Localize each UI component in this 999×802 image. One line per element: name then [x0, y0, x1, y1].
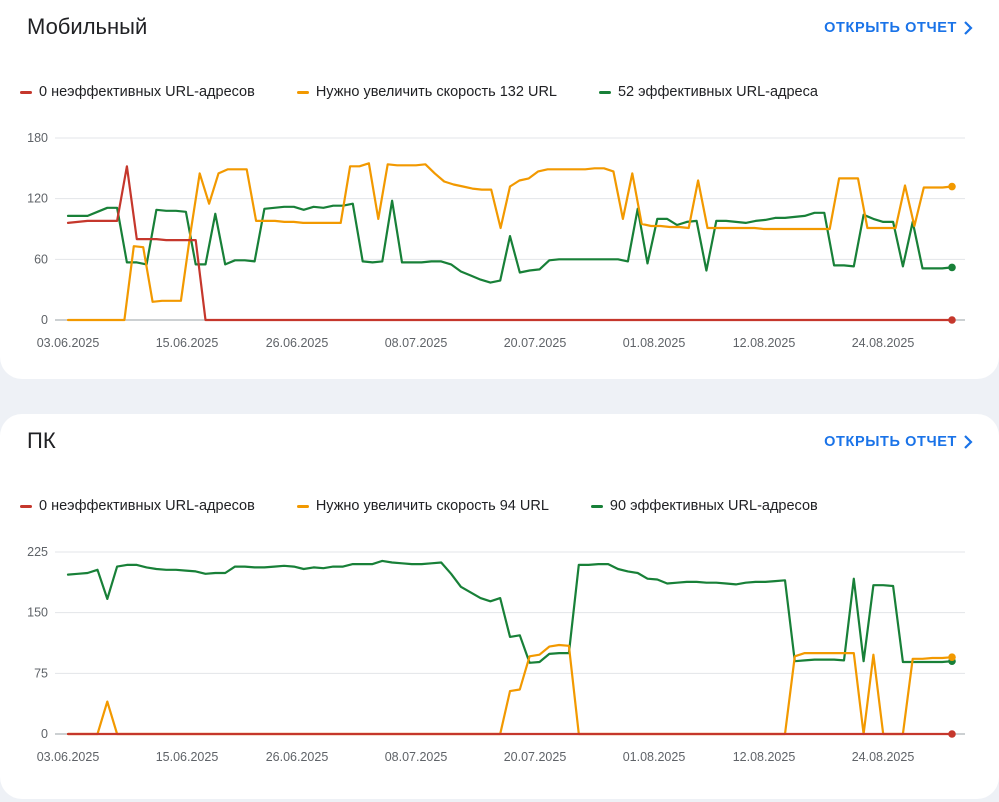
series-end-point[interactable]	[948, 263, 956, 272]
legend: 0 неэффективных URL-адресов Нужно увелич…	[20, 498, 860, 514]
x-tick-label: 24.08.2025	[852, 336, 915, 350]
card-title: ПК	[27, 428, 56, 453]
legend-item-needs-improvement[interactable]: Нужно увеличить скорость 94 URL	[296, 498, 549, 514]
series-line-good[interactable]	[66, 199, 954, 284]
legend-label: Нужно увеличить скорость 132 URL	[315, 84, 557, 100]
legend-label: 0 неэффективных URL-адресов	[39, 498, 255, 514]
open-report-button[interactable]: ОТКРЫТЬ ОТЧЕТ	[824, 434, 973, 450]
chevron-right-icon	[964, 21, 973, 35]
series-end-point[interactable]	[948, 182, 956, 191]
series-end-point[interactable]	[948, 316, 956, 324]
series-line-poor[interactable]	[66, 165, 954, 322]
legend-item-poor[interactable]: 0 неэффективных URL-адресов	[20, 498, 255, 514]
y-tick-label: 225	[27, 545, 48, 559]
y-tick-label: 60	[34, 252, 48, 266]
legend: 0 неэффективных URL-адресов Нужно увелич…	[20, 84, 860, 100]
x-tick-label: 12.08.2025	[733, 336, 796, 350]
legend-label: 0 неэффективных URL-адресов	[39, 84, 255, 100]
chart-pc: 0 75 150 225 03.06.2025 15.06.2025 26.06.2025 0…	[27, 545, 965, 764]
legend-item-needs-improvement[interactable]: Нужно увеличить скорость 132 URL	[296, 84, 557, 100]
legend-label: Нужно увеличить скорость 94 URL	[315, 498, 549, 514]
x-tick-label: 01.08.2025	[623, 750, 686, 764]
x-tick-label: 03.06.2025	[37, 750, 100, 764]
x-tick-label: 26.06.2025	[266, 336, 329, 350]
series-line-needs-improvement[interactable]	[66, 162, 954, 322]
chart-mobile: 0 60 120 180 03.06.2025 15.06.2025 26.06.2025 0…	[27, 131, 965, 350]
y-tick-label: 0	[41, 313, 48, 327]
card-mobile: Мобильный ОТКРЫТЬ ОТЧЕТ 0 неэффективных …	[0, 0, 999, 379]
x-tick-label: 20.07.2025	[504, 750, 567, 764]
x-tick-label: 20.07.2025	[504, 336, 567, 350]
legend-swatch-green	[590, 504, 603, 508]
legend-label: 52 эффективных URL-адреса	[617, 84, 818, 100]
y-tick-label: 150	[27, 606, 48, 620]
open-report-button[interactable]: ОТКРЫТЬ ОТЧЕТ	[824, 20, 973, 36]
y-tick-label: 0	[41, 727, 48, 741]
x-tick-label: 01.08.2025	[623, 336, 686, 350]
open-report-label: ОТКРЫТЬ ОТЧЕТ	[824, 20, 957, 36]
x-tick-label: 15.06.2025	[156, 750, 219, 764]
legend-swatch-red	[20, 504, 32, 508]
legend-item-good[interactable]: 90 эффективных URL-адресов	[590, 498, 818, 514]
y-tick-label: 120	[27, 192, 48, 206]
series-end-point[interactable]	[948, 653, 956, 661]
card-title: Мобильный	[27, 14, 148, 39]
x-tick-label: 24.08.2025	[852, 750, 915, 764]
x-tick-label: 03.06.2025	[37, 336, 100, 350]
x-tick-label: 12.08.2025	[733, 750, 796, 764]
legend-item-poor[interactable]: 0 неэффективных URL-адресов	[20, 84, 255, 100]
y-tick-label: 180	[27, 131, 48, 145]
x-tick-label: 15.06.2025	[156, 336, 219, 350]
x-tick-label: 08.07.2025	[385, 336, 448, 350]
legend-label: 90 эффективных URL-адресов	[609, 498, 818, 514]
card-pc: ПК ОТКРЫТЬ ОТЧЕТ 0 неэффективных URL-адр…	[0, 414, 999, 799]
series-end-point[interactable]	[948, 730, 956, 738]
x-tick-label: 08.07.2025	[385, 750, 448, 764]
y-tick-label: 75	[34, 666, 48, 680]
legend-swatch-red	[20, 90, 32, 94]
legend-item-good[interactable]: 52 эффективных URL-адреса	[598, 84, 818, 100]
legend-swatch-orange	[296, 504, 309, 508]
open-report-label: ОТКРЫТЬ ОТЧЕТ	[824, 434, 957, 450]
series-line-needs-improvement[interactable]	[66, 643, 954, 736]
chevron-right-icon	[964, 435, 973, 449]
series-line-good[interactable]	[66, 559, 954, 664]
x-tick-label: 26.06.2025	[266, 750, 329, 764]
legend-swatch-orange	[296, 90, 309, 94]
legend-swatch-green	[598, 90, 611, 94]
